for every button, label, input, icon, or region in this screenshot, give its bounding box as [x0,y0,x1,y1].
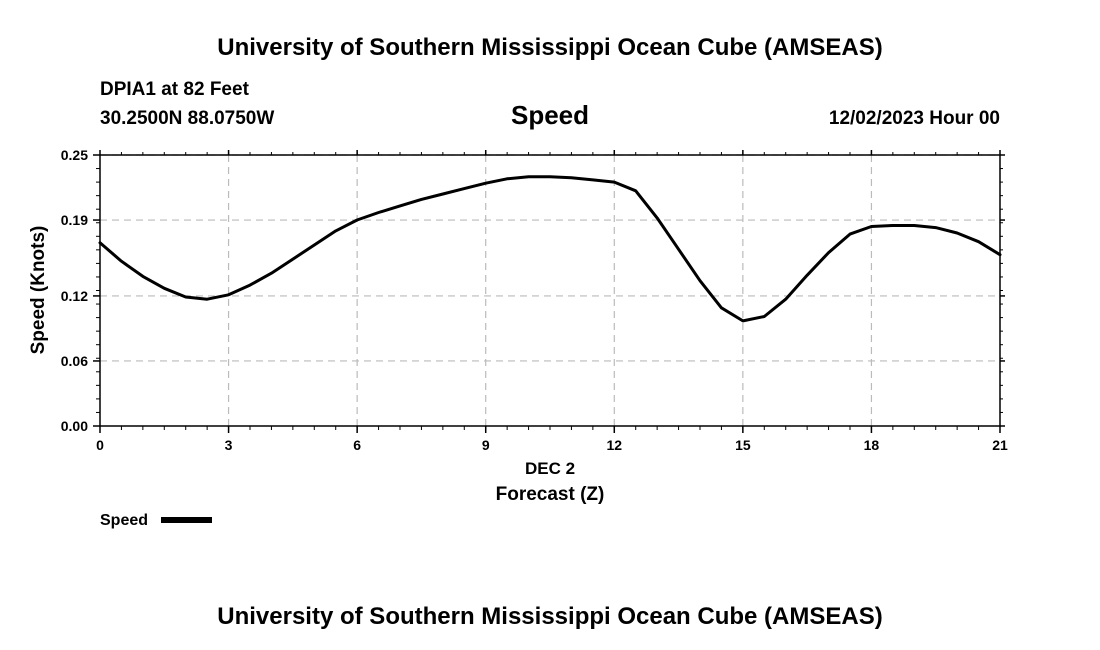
x-tick-label: 21 [992,437,1008,453]
y-tick-label: 0.06 [61,353,88,369]
x-tick-label: 3 [225,437,233,453]
y-axis-label: Speed (Knots) [28,226,49,355]
plot-frame [99,154,1001,427]
y-tick-label: 0.00 [61,418,88,434]
x-tick-label: 12 [606,437,622,453]
chart-title: Speed [511,100,589,130]
y-tick-label: 0.12 [61,288,88,304]
axis-ticks [93,150,1005,433]
station-coordinates: 30.2500N 88.0750W [100,108,274,129]
y-tick-label: 0.25 [61,147,88,163]
series-layer [98,175,1002,323]
footer-title: University of Southern Mississippi Ocean… [217,603,882,630]
forecast-datetime: 12/02/2023 Hour 00 [829,108,1000,129]
legend-line-swatch [161,517,212,523]
station-label: DPIA1 at 82 Feet [100,79,250,100]
x-tick-label: 6 [353,437,361,453]
tick-labels: 0 3 6 9 12 15 18 21 0.00 0.06 0.12 0.19 0.25 [61,147,1008,453]
speed-series-line [98,175,1002,323]
chart-header-title: University of Southern Mississippi Ocean… [217,34,882,61]
y-tick-label: 0.19 [61,212,88,228]
x-tick-label: 15 [735,437,751,453]
x-axis-label: Forecast (Z) [496,484,605,505]
x-tick-label: 18 [864,437,880,453]
x-tick-label: 0 [96,437,104,453]
legend-label: Speed [100,512,148,529]
x-tick-label: 9 [482,437,490,453]
x-axis-sublabel: DEC 2 [525,459,575,478]
